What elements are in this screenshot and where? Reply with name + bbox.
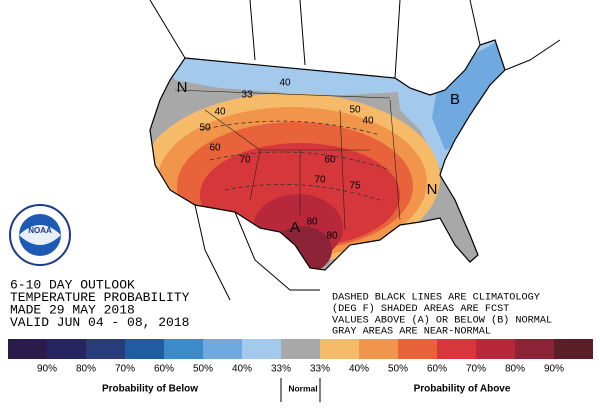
legend-label: 60% (427, 364, 447, 375)
legend-swatch (8, 339, 47, 359)
note-text: VALUES ABOVE (A) OR BELOW (B) NORMAL (332, 314, 552, 326)
legend-label: 80% (76, 364, 96, 375)
legend-label: 70% (115, 364, 135, 375)
legend-label: 60% (154, 364, 174, 375)
map-label: 70 (314, 175, 326, 186)
map-label: A (290, 219, 300, 236)
legend-swatch (242, 339, 281, 359)
svg-text:NOAA: NOAA (28, 226, 52, 235)
us-outline (149, 39, 506, 271)
legend-swatch (554, 339, 593, 359)
map-label: 33 (241, 90, 253, 101)
legend-group: Normal (288, 383, 317, 393)
legend-label: 70% (466, 364, 486, 375)
map-label: N (427, 181, 438, 198)
map-label: 50 (199, 123, 211, 134)
legend-swatch (437, 339, 476, 359)
note-text: (DEG F) SHADED AREAS ARE FCST (332, 303, 509, 315)
legend-label: 50% (193, 364, 213, 375)
legend-group: Probability of Below (102, 384, 198, 395)
outlook-text: MADE 29 MAY 2018 (10, 302, 135, 317)
legend-label: 40% (232, 364, 252, 375)
map-label: 70 (239, 155, 251, 166)
legend-swatch (203, 339, 242, 359)
legend-swatch (515, 339, 554, 359)
map-label: 40 (362, 116, 374, 127)
note-text: GRAY AREAS ARE NEAR-NORMAL (332, 327, 491, 338)
map-label: B (450, 91, 460, 108)
map-label: 80 (326, 231, 338, 242)
map-label: 50 (349, 105, 361, 116)
legend-group: Probability of Above (414, 384, 511, 395)
note-text: DASHED BLACK LINES ARE CLIMATOLOGY (332, 293, 540, 304)
legend-swatch (125, 339, 164, 359)
legend-swatch (398, 339, 437, 359)
canada-mexico-outline (149, 0, 561, 301)
legend-label: 90% (544, 364, 564, 375)
legend-swatch (47, 339, 86, 359)
state-lines (174, 89, 401, 231)
legend-swatch (476, 339, 515, 359)
legend-swatch (320, 339, 359, 359)
map-label: 60 (324, 155, 336, 166)
legend-label: 40% (349, 364, 369, 375)
noaa-logo: NOAA (9, 204, 71, 266)
legend-label: 33% (310, 364, 330, 375)
map-label: 60 (209, 143, 221, 154)
legend-label: 33% (271, 364, 291, 375)
legend-swatch (86, 339, 125, 359)
map-label: 40 (279, 78, 291, 89)
legend-label: 90% (37, 364, 57, 375)
map-label: 75 (349, 181, 361, 192)
outlook-text: TEMPERATURE PROBABILITY (10, 290, 190, 305)
legend-label: 50% (388, 364, 408, 375)
map-label: N (177, 79, 188, 96)
legend-swatch (281, 339, 320, 359)
map-label: 40 (214, 107, 226, 118)
outlook-text: VALID JUN 04 - 08, 2018 (10, 315, 189, 330)
legend-swatch (359, 339, 398, 359)
outlook-text: 6-10 DAY OUTLOOK (10, 277, 135, 292)
map-label: 80 (306, 217, 318, 228)
forecast-shading (150, 40, 505, 270)
legend-label: 80% (505, 364, 525, 375)
legend-swatch (164, 339, 203, 359)
